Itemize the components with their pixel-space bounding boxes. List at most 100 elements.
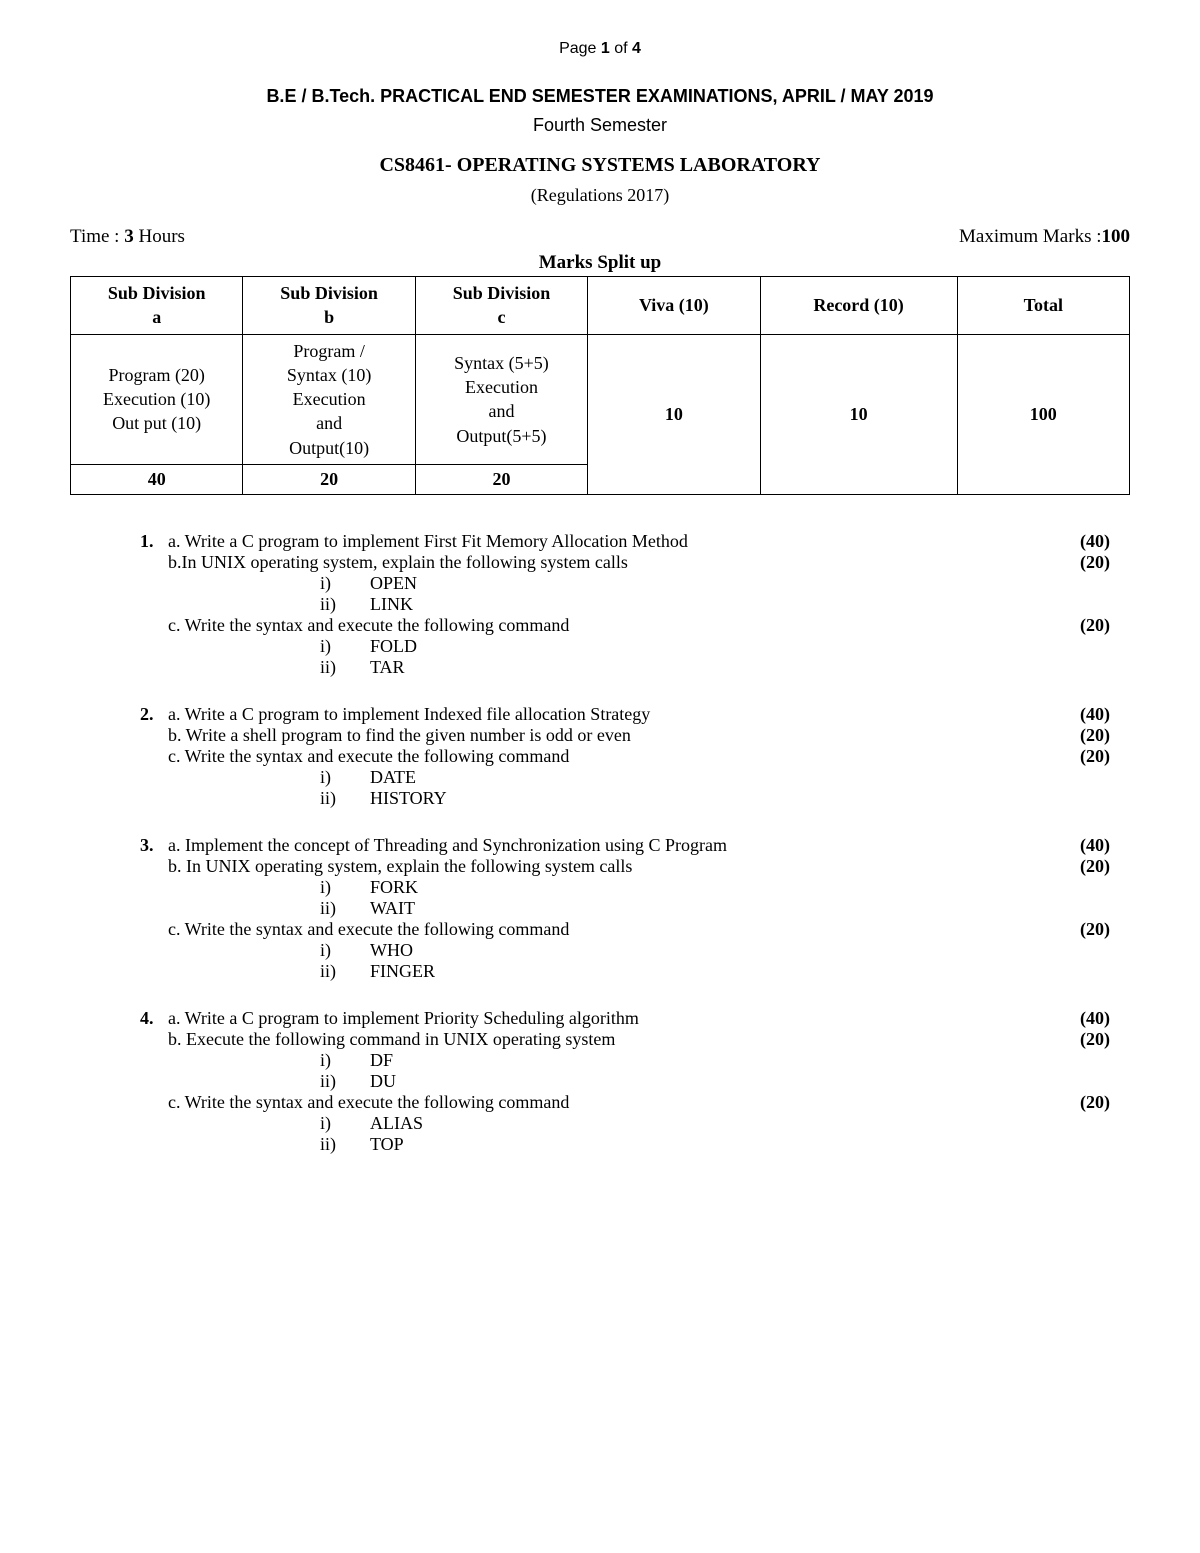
question-line: b.In UNIX operating system, explain the … — [140, 552, 1110, 573]
marks-label: Maximum Marks : — [959, 226, 1102, 247]
cell-b3: Execution — [293, 389, 366, 409]
cell-b2: Syntax (10) — [287, 365, 372, 385]
question: 3.a. Implement the concept of Threading … — [140, 835, 1110, 982]
cell-a1: Program (20) — [108, 365, 204, 385]
sub-item: ii)TAR — [320, 657, 1110, 678]
time-unit: Hours — [134, 226, 185, 247]
sub-list: i)FOLDii)TAR — [320, 636, 1110, 678]
roman-label: ii) — [320, 898, 370, 919]
sub-item: ii)WAIT — [320, 898, 1110, 919]
sub-value: OPEN — [370, 573, 417, 594]
question-text: a. Implement the concept of Threading an… — [168, 835, 1050, 856]
sub-value: ALIAS — [370, 1113, 423, 1134]
cell-total: 100 — [957, 334, 1129, 494]
sub-item: i)FORK — [320, 877, 1110, 898]
question-text: a. Write a C program to implement Priori… — [168, 1008, 1050, 1029]
question-text: b. In UNIX operating system, explain the… — [168, 856, 1050, 877]
sub-item: ii)HISTORY — [320, 788, 1110, 809]
sub-value: DU — [370, 1071, 396, 1092]
roman-label: ii) — [320, 1071, 370, 1092]
sub-value: FORK — [370, 877, 418, 898]
sub-value: WHO — [370, 940, 413, 961]
th-c2: c — [497, 307, 505, 327]
question-mark: (40) — [1050, 1008, 1110, 1029]
sub-item: ii)LINK — [320, 594, 1110, 615]
th-a2: a — [152, 307, 161, 327]
th-c1: Sub Division — [453, 283, 551, 303]
cell-sum-c: 20 — [415, 465, 587, 495]
semester-line: Fourth Semester — [70, 115, 1130, 136]
sub-item: i)FOLD — [320, 636, 1110, 657]
question-text: a. Write a C program to implement First … — [168, 531, 1050, 552]
time-block: Time : 3 Hours — [70, 226, 185, 248]
question-line: b. Write a shell program to find the giv… — [140, 725, 1110, 746]
page-current: 1 — [601, 40, 610, 57]
cell-c1: Syntax (5+5) — [454, 353, 549, 373]
cell-c3: and — [488, 401, 514, 421]
question-line: 1.a. Write a C program to implement Firs… — [140, 531, 1110, 552]
cell-record: 10 — [760, 334, 957, 494]
sub-value: DATE — [370, 767, 416, 788]
time-value: 3 — [124, 226, 134, 247]
th-total: Total — [957, 277, 1129, 335]
question-line: 3.a. Implement the concept of Threading … — [140, 835, 1110, 856]
th-b1: Sub Division — [280, 283, 378, 303]
question: 1.a. Write a C program to implement Firs… — [140, 531, 1110, 678]
cell-b4: and — [316, 413, 342, 433]
roman-label: i) — [320, 877, 370, 898]
question-number: 1. — [140, 531, 168, 552]
page-total: 4 — [632, 40, 641, 57]
course-title: CS8461- OPERATING SYSTEMS LABORATORY — [70, 154, 1130, 177]
meta-row: Time : 3 Hours Maximum Marks :100 — [70, 226, 1130, 248]
question-mark: (40) — [1050, 835, 1110, 856]
question-line: c. Write the syntax and execute the foll… — [140, 746, 1110, 767]
roman-label: ii) — [320, 1134, 370, 1155]
question-text: c. Write the syntax and execute the foll… — [168, 746, 1050, 767]
cell-b5: Output(10) — [289, 438, 369, 458]
sub-item: ii)DU — [320, 1071, 1110, 1092]
question-mark: (20) — [1050, 1029, 1110, 1050]
exam-header: B.E / B.Tech. PRACTICAL END SEMESTER EXA… — [70, 86, 1130, 107]
marks-block: Maximum Marks :100 — [959, 226, 1130, 248]
cell-b1: Program / — [293, 341, 365, 361]
question-mark: (20) — [1050, 725, 1110, 746]
question-line: c. Write the syntax and execute the foll… — [140, 1092, 1110, 1113]
roman-label: ii) — [320, 657, 370, 678]
sub-item: i)ALIAS — [320, 1113, 1110, 1134]
question-text: c. Write the syntax and execute the foll… — [168, 919, 1050, 940]
question-mark: (20) — [1050, 1092, 1110, 1113]
question-mark: (20) — [1050, 615, 1110, 636]
marks-split-title: Marks Split up — [70, 252, 1130, 274]
question: 4.a. Write a C program to implement Prio… — [140, 1008, 1110, 1155]
question-mark: (20) — [1050, 552, 1110, 573]
question-line: c. Write the syntax and execute the foll… — [140, 919, 1110, 940]
question-mark: (20) — [1050, 919, 1110, 940]
sub-list: i)FORKii)WAIT — [320, 877, 1110, 919]
page-label: Page — [559, 40, 601, 57]
sub-list: i)OPENii)LINK — [320, 573, 1110, 615]
cell-sum-a: 40 — [71, 465, 243, 495]
roman-label: i) — [320, 636, 370, 657]
marks-table: Sub Divisiona Sub Divisionb Sub Division… — [70, 276, 1130, 495]
cell-a3: Out put (10) — [112, 413, 201, 433]
th-viva: Viva (10) — [588, 277, 760, 335]
sub-value: TOP — [370, 1134, 404, 1155]
question-line: b. In UNIX operating system, explain the… — [140, 856, 1110, 877]
sub-list: i)ALIASii)TOP — [320, 1113, 1110, 1155]
question-mark: (40) — [1050, 531, 1110, 552]
sub-value: HISTORY — [370, 788, 447, 809]
sub-value: FINGER — [370, 961, 435, 982]
cell-a2: Execution (10) — [103, 389, 210, 409]
question-text: b.In UNIX operating system, explain the … — [168, 552, 1050, 573]
page-of: of — [610, 40, 632, 57]
question-mark: (20) — [1050, 856, 1110, 877]
sub-list: i)DATEii)HISTORY — [320, 767, 1110, 809]
sub-value: FOLD — [370, 636, 417, 657]
sub-list: i)WHOii)FINGER — [320, 940, 1110, 982]
question-text: b. Execute the following command in UNIX… — [168, 1029, 1050, 1050]
cell-c4: Output(5+5) — [456, 426, 546, 446]
sub-item: i)DF — [320, 1050, 1110, 1071]
question-mark: (40) — [1050, 704, 1110, 725]
roman-label: i) — [320, 1113, 370, 1134]
sub-item: ii)FINGER — [320, 961, 1110, 982]
